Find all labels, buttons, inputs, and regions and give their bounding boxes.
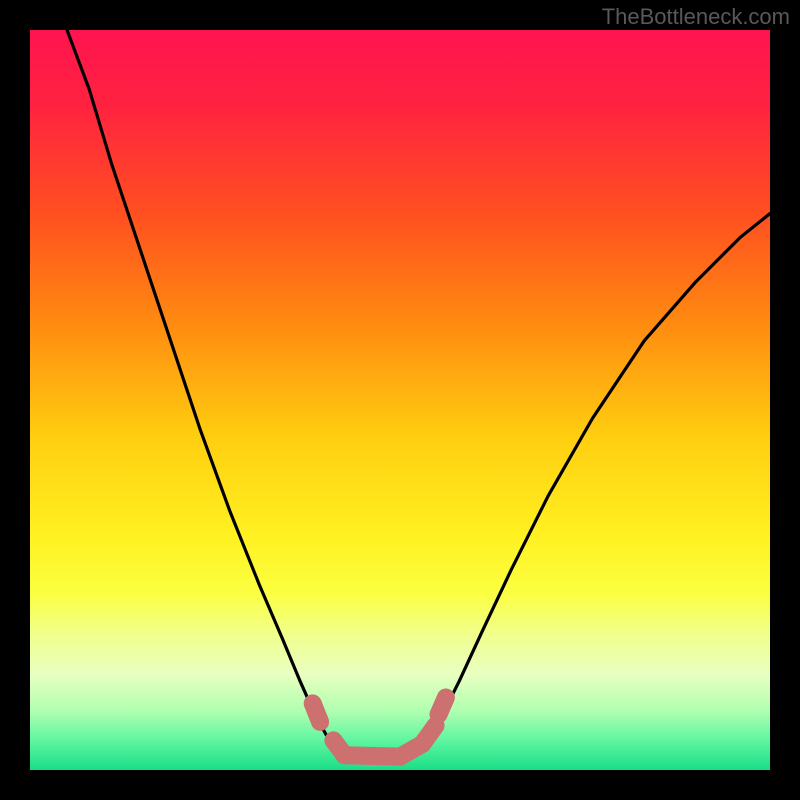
overlay-segment xyxy=(422,726,435,745)
overlay-segment xyxy=(438,697,445,714)
overlay-segment xyxy=(313,703,320,722)
chart-frame: TheBottleneck.com xyxy=(0,0,800,800)
plot-area xyxy=(30,30,770,770)
gradient-background xyxy=(30,30,770,770)
chart-svg xyxy=(30,30,770,770)
watermark-text: TheBottleneck.com xyxy=(602,4,790,30)
